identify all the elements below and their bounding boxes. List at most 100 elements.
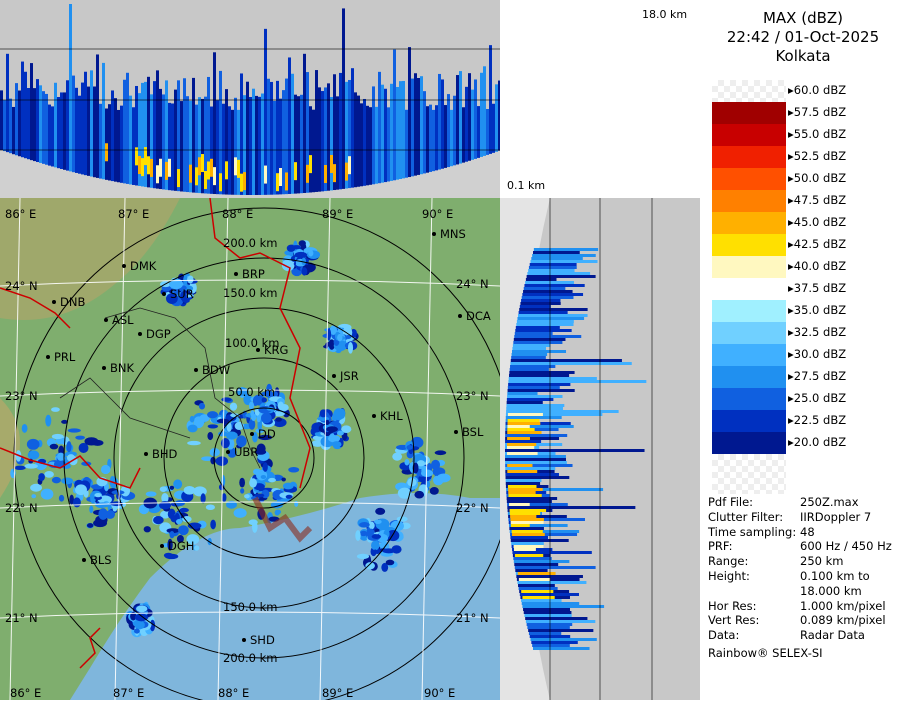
right-echo-bar — [509, 524, 568, 527]
rain-cell — [431, 459, 441, 471]
station-dca[interactable]: DCA — [458, 309, 491, 323]
station-bhd[interactable]: BHD — [144, 447, 178, 461]
footer-credit: Rainbow® SELEX-SI — [708, 646, 823, 660]
top-echo-bar — [426, 106, 429, 173]
legend-swatch — [712, 432, 786, 454]
station-dgp[interactable]: DGP — [138, 327, 171, 341]
station-prl[interactable]: PRL — [46, 350, 76, 364]
top-echo-core — [150, 158, 153, 177]
right-echo-bar — [509, 368, 549, 371]
station-dd[interactable]: DD — [250, 427, 276, 441]
station-dmk[interactable]: DMK — [122, 259, 157, 273]
right-echo-bar — [506, 488, 604, 491]
range-rings — [13, 207, 500, 700]
rain-cell — [65, 451, 77, 457]
rain-cell — [21, 423, 28, 433]
top-echo-bar — [126, 72, 129, 184]
station-sur[interactable]: SUR — [162, 287, 194, 301]
right-echo-bar — [516, 320, 574, 323]
top-echo-bar — [192, 77, 195, 193]
station-label: BNK — [110, 361, 134, 375]
info-value: 0.100 km to — [800, 569, 870, 583]
station-label: DNB — [60, 295, 85, 309]
station-bls[interactable]: BLS — [82, 553, 112, 567]
rain-cell — [24, 463, 38, 469]
right-echo-core — [507, 422, 541, 425]
range-label-200km-south: 200.0 km — [223, 651, 277, 665]
top-echo-bar — [240, 73, 243, 195]
station-bdw[interactable]: BDW — [194, 363, 230, 377]
top-echo-bar — [279, 98, 282, 195]
station-khl[interactable]: KHL — [372, 409, 403, 423]
legend-label: ▸37.5 dBZ — [788, 281, 847, 295]
station-asl[interactable]: ASL — [104, 313, 134, 327]
right-echo-bar — [507, 386, 560, 389]
top-echo-bar — [252, 88, 255, 195]
radar-map[interactable]: 86° E 87° E 88° E 89° E 90° E 86° E 87° … — [0, 198, 500, 700]
range-ring — [163, 357, 365, 559]
rain-cell — [201, 456, 214, 462]
sea-area — [70, 493, 500, 700]
station-bsl[interactable]: BSL — [454, 425, 484, 439]
station-krg[interactable]: KRG — [256, 343, 288, 357]
right-echo-bar — [533, 251, 580, 254]
rain-cell — [40, 488, 54, 500]
legend-label: ▸32.5 dBZ — [788, 325, 847, 339]
top-echo-bar — [75, 87, 78, 173]
top-echo-bar — [360, 103, 363, 187]
station-brp[interactable]: BRP — [234, 267, 265, 281]
station-dgh[interactable]: DGH — [160, 539, 194, 553]
legend-label: ▸45.0 dBZ — [788, 215, 847, 229]
rain-cell — [254, 407, 260, 416]
top-echo-bar — [375, 106, 378, 184]
top-echo-bar — [33, 88, 36, 162]
top-echo-bar — [372, 86, 375, 185]
right-echo-bar — [505, 473, 559, 476]
station-label: ASL — [112, 313, 134, 327]
top-echo-bar — [198, 97, 201, 194]
station-dnb[interactable]: DNB — [52, 295, 85, 309]
lon-label-90-bottom: 90° E — [424, 686, 455, 700]
top-echo-bar — [462, 107, 465, 163]
right-echo-core — [508, 491, 536, 494]
station-shd[interactable]: SHD — [242, 633, 275, 647]
station-label: DGH — [168, 539, 194, 553]
station-bnk[interactable]: BNK — [102, 361, 134, 375]
right-echo-bar — [508, 377, 597, 380]
legend-swatch — [712, 410, 786, 432]
top-echo-bar — [288, 57, 291, 194]
rain-cell — [239, 477, 246, 488]
legend-label: ▸52.5 dBZ — [788, 149, 847, 163]
top-echo-bar — [138, 93, 141, 186]
station-jsr[interactable]: JSR — [332, 369, 359, 383]
right-echo-bar — [518, 584, 555, 587]
district-border-2 — [59, 377, 191, 439]
legend-label: ▸55.0 dBZ — [788, 127, 847, 141]
rain-cell — [200, 493, 206, 504]
rain-cell — [275, 509, 282, 515]
rain-cell — [291, 245, 301, 250]
top-echo-bar — [297, 96, 300, 194]
right-echo-bar — [505, 437, 560, 440]
rain-cell — [328, 434, 341, 443]
right-echo-core — [507, 419, 540, 422]
right-echo-bar — [521, 296, 574, 299]
top-echo-bar — [423, 91, 426, 174]
top-echo-bar — [363, 98, 366, 186]
info-value: 48 — [800, 524, 815, 539]
top-echo-core — [237, 159, 240, 178]
top-echo-bar — [57, 97, 60, 169]
right-echo-bar — [524, 614, 572, 617]
right-echo-bar — [514, 566, 596, 569]
top-echo-bar — [495, 84, 498, 152]
map-canvas[interactable]: 86° E 87° E 88° E 89° E 90° E 86° E 87° … — [0, 198, 500, 700]
top-echo-bar — [114, 98, 117, 182]
rain-cell — [337, 430, 344, 436]
station-mns[interactable]: MNS — [432, 227, 466, 241]
lat-lon-grid — [0, 198, 500, 700]
right-echo-bar — [506, 404, 565, 407]
rain-cell — [183, 486, 196, 495]
station-ubr[interactable]: UBR — [226, 445, 258, 459]
rain-cell — [373, 540, 380, 550]
corner-area: 18.0 km 0.1 km — [500, 0, 700, 198]
